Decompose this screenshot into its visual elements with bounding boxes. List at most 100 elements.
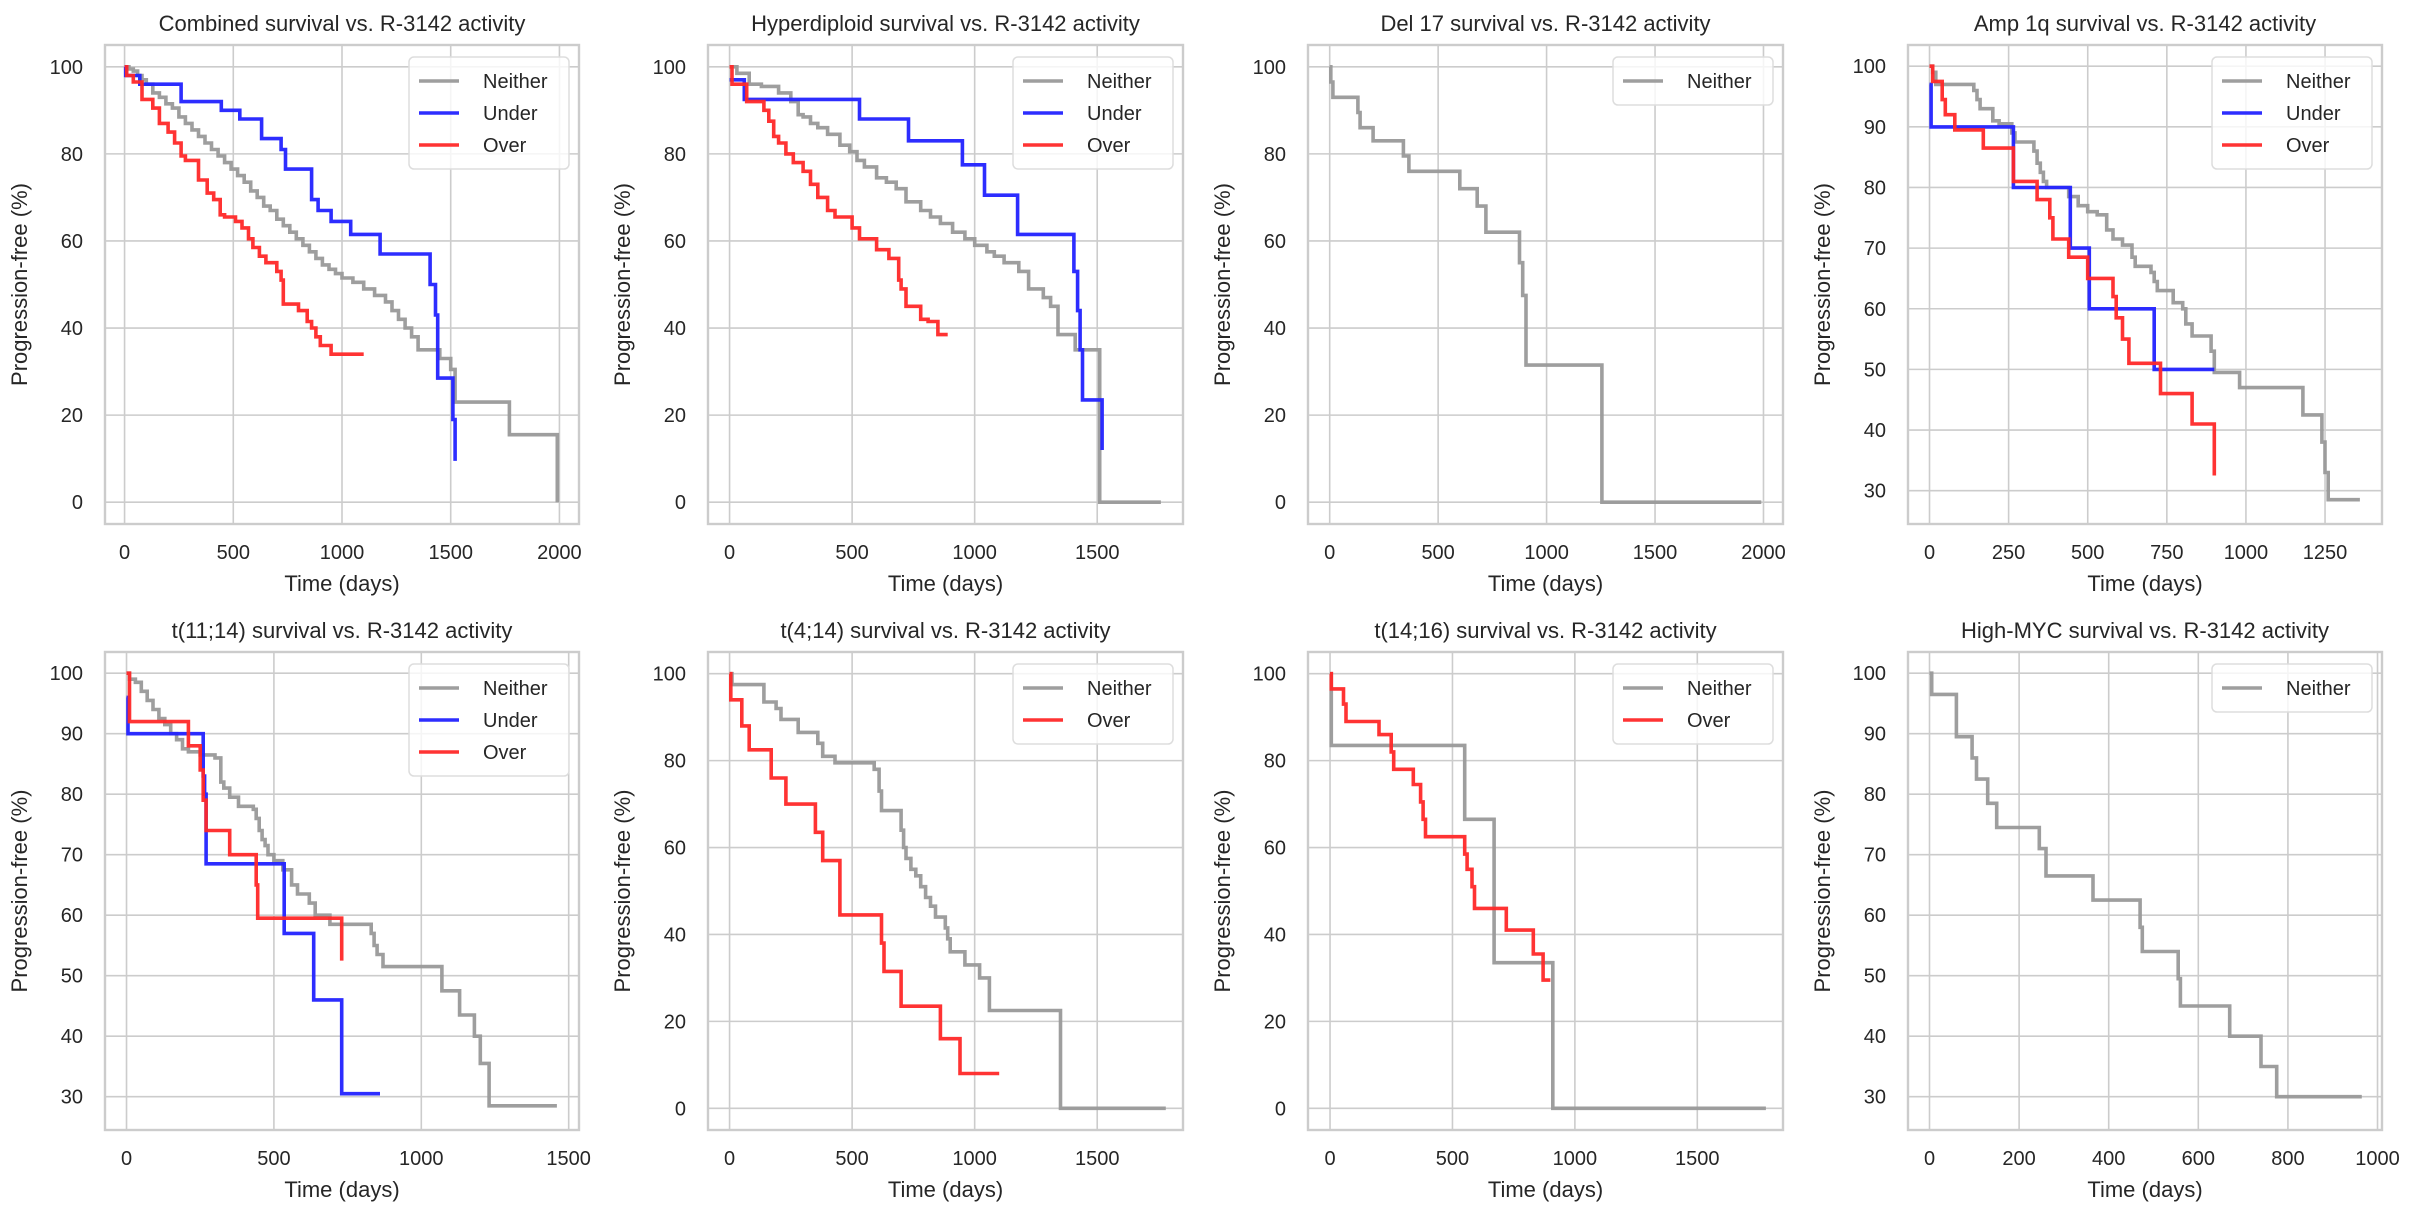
y-tick-label: 60 [664,231,686,253]
y-tick-label: 50 [61,966,83,988]
plot-area [1308,45,1783,524]
y-tick-label: 0 [72,492,83,514]
x-tick-label: 1000 [952,1148,997,1170]
y-tick-label: 70 [61,845,83,867]
y-tick-label: 40 [664,318,686,340]
y-tick-label: 20 [61,405,83,427]
series-line-neither-high-myc [1929,671,2362,1099]
legend-label-neither: Neither [2286,678,2351,700]
axes-frame [1306,650,1785,1132]
legend-label-under: Under [1087,103,1142,125]
x-axis-label: Time (days) [1488,1177,1603,1202]
axes-frame [706,43,1185,526]
legend-label-under: Under [483,103,538,125]
chart-panel-t-11-14: 0 500 1000 1500 30 40 50 60 70 80 90 100 Time (days)… [7,618,591,1202]
y-tick-label: 100 [1253,664,1286,686]
axes-frame [1906,650,2384,1132]
legend: Neither Under Over [1012,56,1174,170]
x-tick-label: 0 [119,542,130,564]
y-tick-label: 70 [1864,238,1886,260]
legend: Neither Under Over [2211,56,2373,170]
series-line-neither-amp-1q [1929,64,2360,502]
axes-frame [706,650,1185,1132]
x-tick-label: 400 [2092,1148,2125,1170]
x-tick-label: 0 [1324,1148,1335,1170]
legend-label-neither: Neither [1687,678,1752,700]
chart-panel-t-14-16: 0 500 1000 1500 0 20 40 60 80 100 Time (days) Progr… [1210,618,1785,1202]
legend-box [408,56,570,170]
y-tick-label: 100 [1853,56,1886,78]
y-tick-label: 90 [61,724,83,746]
y-tick-label: 60 [1864,299,1886,321]
x-tick-label: 1000 [399,1148,444,1170]
y-tick-label: 0 [675,1098,686,1120]
y-tick-label: 80 [1264,144,1286,166]
series-line-over-t-14-16 [1329,671,1551,982]
y-tick-label: 60 [61,231,83,253]
x-tick-label: 1500 [1675,1148,1720,1170]
y-tick-label: 0 [1275,1098,1286,1120]
legend-box [1612,663,1774,745]
y-tick-label: 20 [1264,1011,1286,1033]
x-tick-label: 0 [1924,542,1935,564]
y-tick-label: 100 [50,663,83,685]
y-axis-label: Progression-free (%) [1210,790,1235,993]
legend-label-over: Over [1087,135,1131,157]
series-line-neither-hyperdiploid [729,65,1161,504]
x-tick-label: 1500 [1633,542,1678,564]
x-tick-label: 500 [2071,542,2104,564]
y-axis-label: Progression-free (%) [7,790,32,993]
y-tick-label: 100 [1853,663,1886,685]
legend-label-neither: Neither [483,71,548,93]
legend-label-over: Over [1087,710,1131,732]
y-tick-label: 80 [61,784,83,806]
legend-label-under: Under [2286,103,2341,125]
legend: Neither Under Over [408,56,570,170]
y-tick-label: 40 [1264,924,1286,946]
y-axis-label: Progression-free (%) [610,183,635,386]
x-tick-label: 600 [2182,1148,2215,1170]
x-tick-label: 1500 [428,542,473,564]
axes-frame [103,650,581,1132]
plot-area [1908,652,2382,1130]
y-tick-label: 40 [61,1026,83,1048]
y-tick-label: 40 [61,318,83,340]
x-tick-label: 500 [1421,542,1454,564]
x-tick-label: 0 [724,542,735,564]
series-line-under-amp-1q [1929,82,2215,372]
series-line-over-combined [124,65,364,356]
chart-panel-hyperdiploid: 0 500 1000 1500 0 20 40 60 80 100 Time (days) Progr… [610,11,1185,596]
x-tick-label: 500 [835,542,868,564]
y-tick-label: 40 [1864,420,1886,442]
chart-title: t(11;14) survival vs. R-3142 activity [172,618,513,643]
y-tick-label: 80 [664,751,686,773]
x-tick-label: 250 [1992,542,2025,564]
chart-title: t(14;16) survival vs. R-3142 activity [1374,618,1716,643]
x-tick-label: 0 [724,1148,735,1170]
series-line-over-hyperdiploid [729,65,948,337]
y-tick-label: 30 [1864,481,1886,503]
y-tick-label: 80 [61,144,83,166]
y-tick-label: 90 [1864,724,1886,746]
series-line-neither-t-14-16 [1329,671,1766,1111]
x-tick-label: 1000 [1553,1148,1598,1170]
series-line-under-hyperdiploid [729,78,1104,450]
legend-label-neither: Neither [483,678,548,700]
chart-title: Combined survival vs. R-3142 activity [159,11,526,36]
x-axis-label: Time (days) [284,1177,399,1202]
y-tick-label: 80 [1864,784,1886,806]
y-axis-label: Progression-free (%) [7,183,32,386]
legend-label-over: Over [2286,135,2330,157]
x-tick-label: 800 [2271,1148,2304,1170]
legend: Neither Under Over [408,663,570,777]
x-tick-label: 1000 [2224,542,2269,564]
legend: Neither [1612,56,1774,106]
y-tick-label: 60 [1864,905,1886,927]
y-axis-label: Progression-free (%) [1810,183,1835,386]
x-tick-label: 500 [835,1148,868,1170]
y-tick-label: 100 [50,57,83,79]
chart-title: Amp 1q survival vs. R-3142 activity [1974,11,2316,36]
x-tick-label: 1000 [2355,1148,2400,1170]
axes-frame [1306,43,1785,526]
